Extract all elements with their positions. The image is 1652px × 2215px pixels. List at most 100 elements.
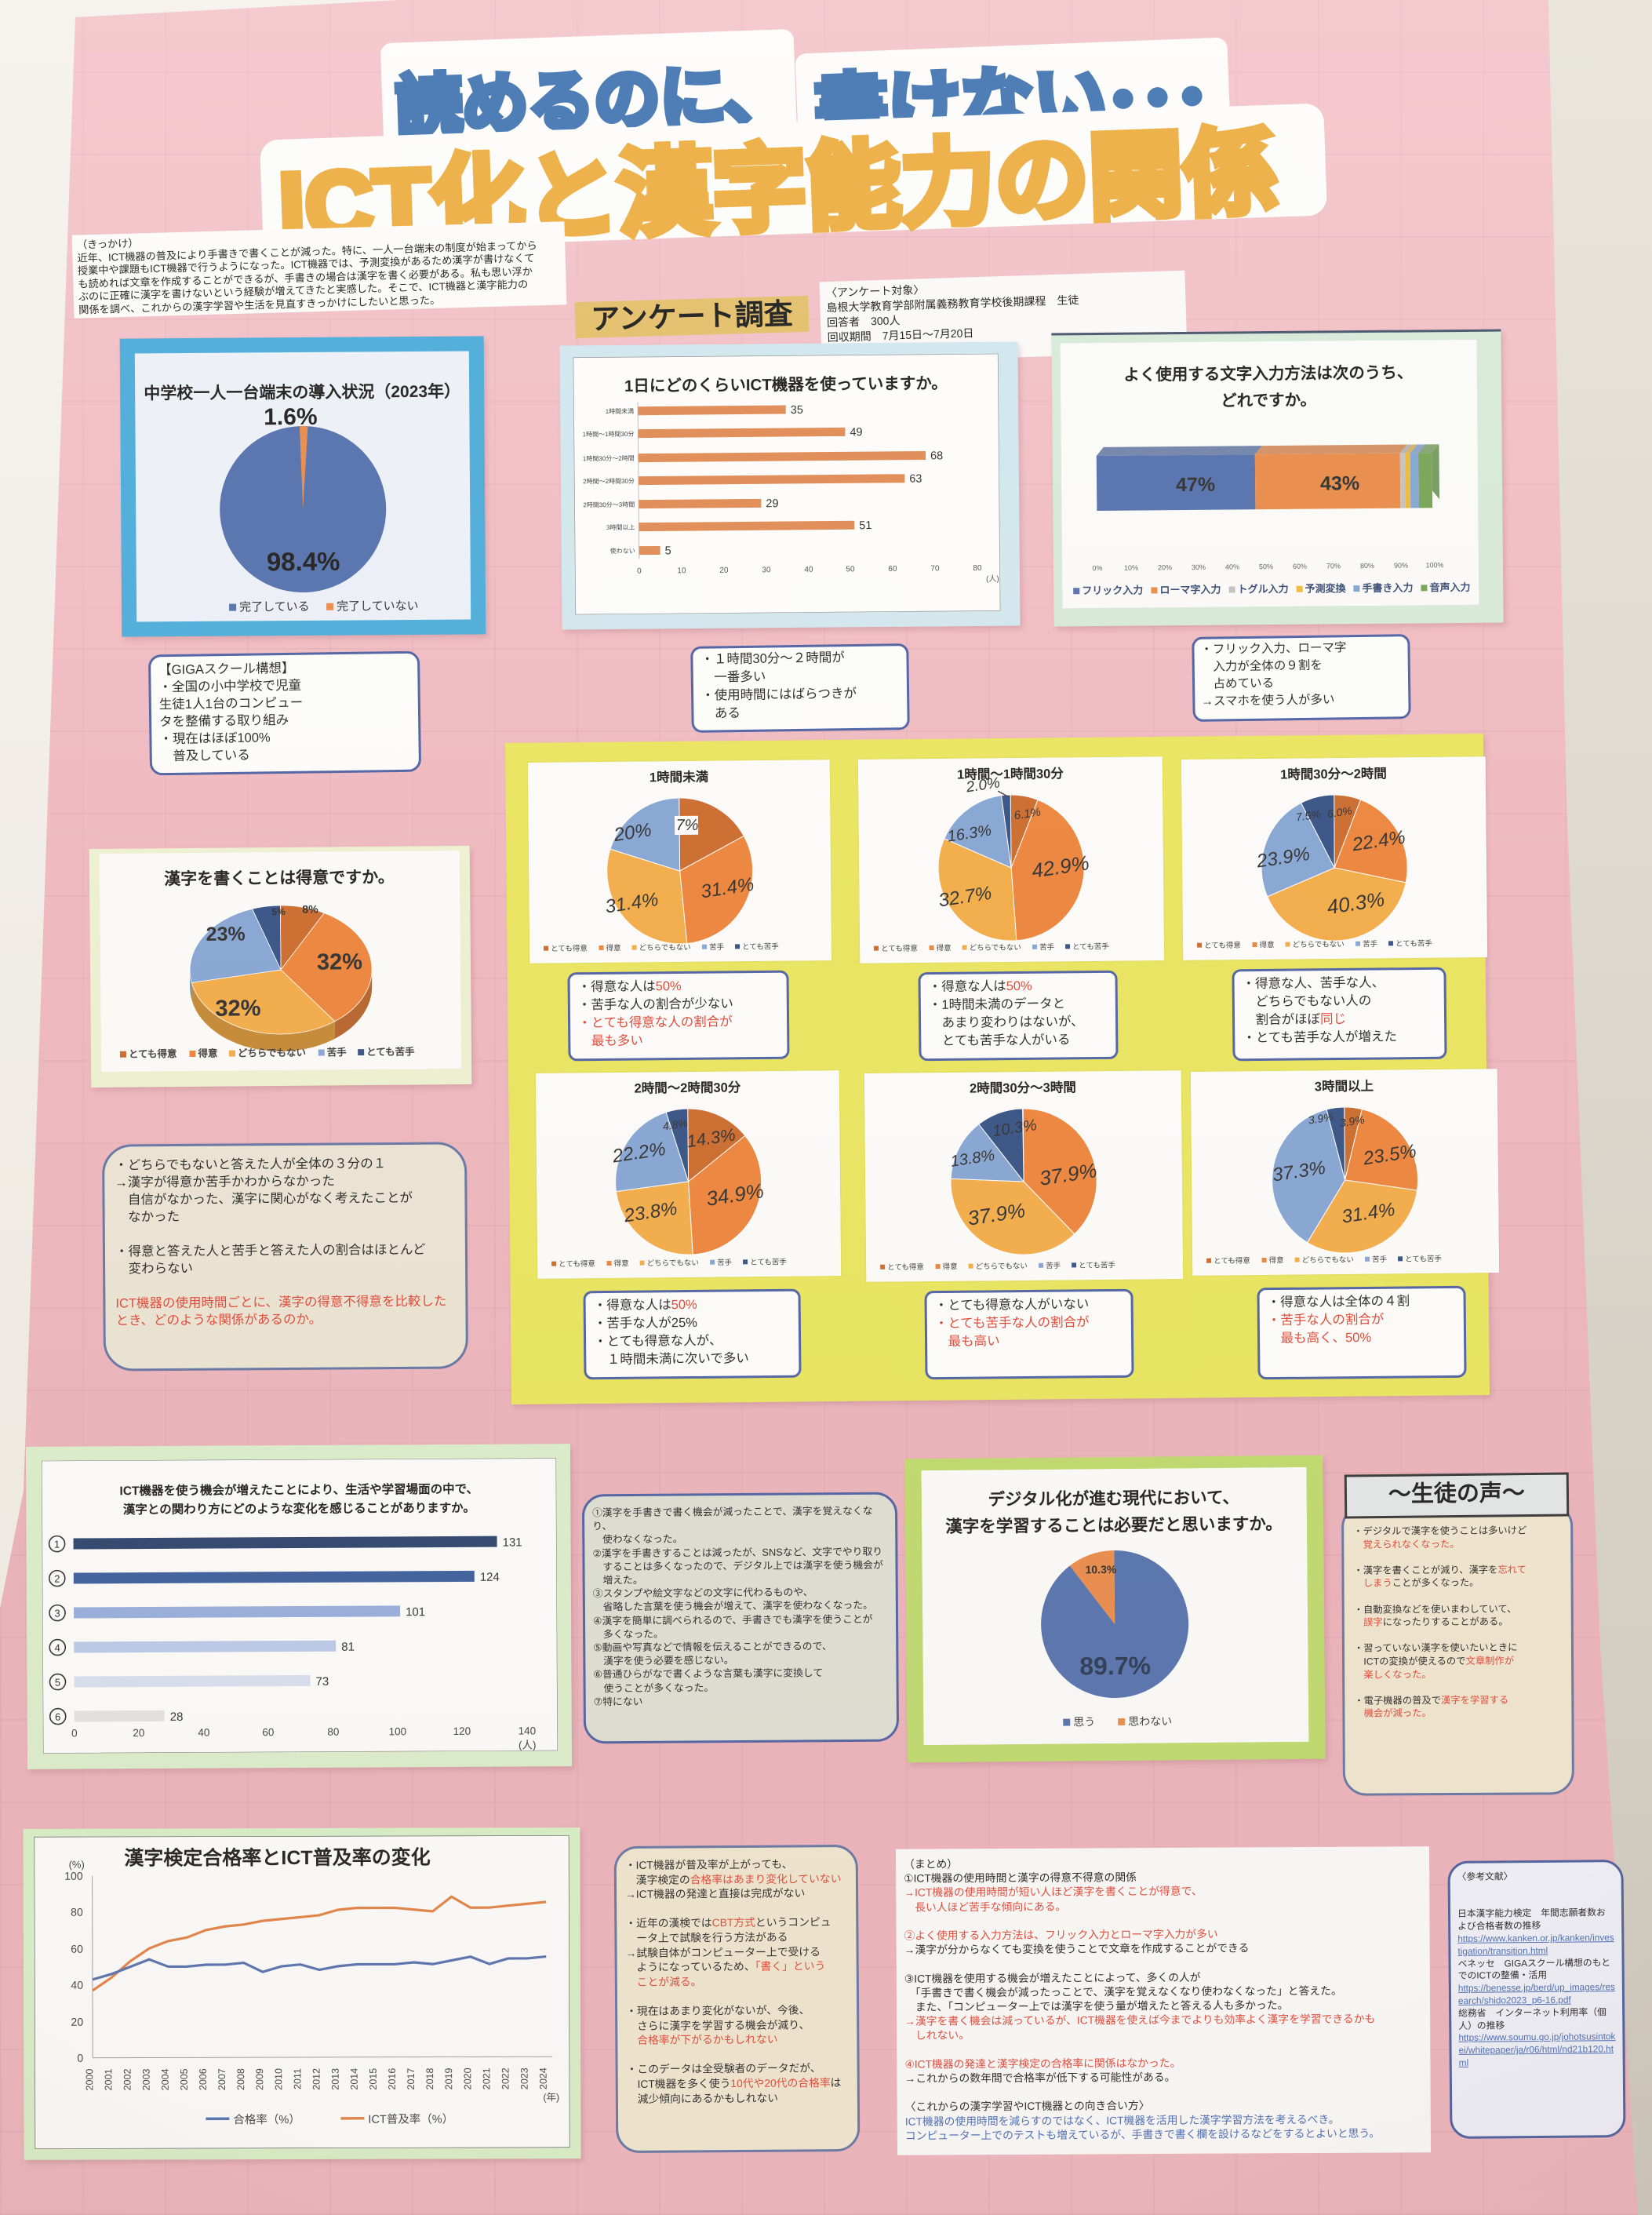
svg-text:(年): (年) <box>543 2092 559 2103</box>
svg-text:2019: 2019 <box>443 2067 454 2089</box>
svg-text:2018: 2018 <box>424 2068 435 2090</box>
svg-text:100: 100 <box>64 1870 83 1882</box>
svg-text:80: 80 <box>327 1726 339 1738</box>
svg-text:とても苦手: とても苦手 <box>750 1257 787 1266</box>
svg-text:0: 0 <box>71 1727 78 1739</box>
svg-text:とても得意: とても得意 <box>1204 941 1241 950</box>
svg-text:苦手: 苦手 <box>717 1258 733 1267</box>
svg-text:10.3%: 10.3% <box>1085 1563 1116 1576</box>
svg-text:とても得意: とても得意 <box>887 1262 924 1272</box>
svg-text:40: 40 <box>71 1979 83 1991</box>
svg-text:0%: 0% <box>1092 564 1102 572</box>
svg-text:とても得意: とても得意 <box>559 1259 595 1269</box>
svg-text:とても得意: とても得意 <box>129 1047 177 1060</box>
svg-text:2013: 2013 <box>330 2068 341 2090</box>
svg-text:1時間～1時間30分: 1時間～1時間30分 <box>957 765 1064 781</box>
svg-text:101: 101 <box>406 1605 425 1619</box>
svg-text:1時間未満: 1時間未満 <box>650 769 709 785</box>
svg-text:63: 63 <box>909 473 922 486</box>
svg-text:100%: 100% <box>1425 561 1443 569</box>
svg-text:とても得意: とても得意 <box>1214 1256 1250 1266</box>
svg-text:漢字検定合格率とICT普及率の変化: 漢字検定合格率とICT普及率の変化 <box>124 1846 430 1870</box>
svg-text:漢字を書くことは得意ですか。: 漢字を書くことは得意ですか。 <box>164 868 395 889</box>
svg-text:70%: 70% <box>1326 562 1341 570</box>
svg-text:20: 20 <box>719 567 729 575</box>
svg-text:2009: 2009 <box>254 2068 265 2090</box>
svg-text:1.6%: 1.6% <box>264 404 318 430</box>
svg-text:どれですか。: どれですか。 <box>1221 392 1316 410</box>
svg-text:とても苦手: とても苦手 <box>1405 1254 1442 1263</box>
svg-text:7%: 7% <box>675 817 698 834</box>
svg-text:120: 120 <box>453 1725 471 1737</box>
svg-text:ローマ字入力: ローマ字入力 <box>1159 584 1221 596</box>
svg-text:30: 30 <box>762 566 771 574</box>
svg-text:2006: 2006 <box>198 2068 209 2090</box>
svg-text:3.9%: 3.9% <box>1339 1113 1366 1130</box>
svg-text:完了していない: 完了していない <box>337 599 419 614</box>
svg-text:中学校一人一台端末の導入状況（2023年）: 中学校一人一台端末の導入状況（2023年） <box>144 382 460 403</box>
svg-text:得意: 得意 <box>943 1262 958 1271</box>
svg-text:得意: 得意 <box>937 943 952 953</box>
svg-text:2010: 2010 <box>273 2068 284 2090</box>
svg-text:合格率（%）: 合格率（%） <box>233 2113 300 2126</box>
svg-text:得意: 得意 <box>1269 1255 1284 1265</box>
svg-text:どちらでもない: どちらでもない <box>970 943 1021 953</box>
svg-text:とても苦手: とても苦手 <box>366 1046 415 1058</box>
svg-text:1時間30分～2時間: 1時間30分～2時間 <box>583 455 635 463</box>
svg-text:20: 20 <box>133 1727 144 1739</box>
svg-text:35: 35 <box>791 404 803 417</box>
svg-text:ICT機器を使う機会が増えたことにより、生活や学習場面の中で: ICT機器を使う機会が増えたことにより、生活や学習場面の中で、 <box>119 1481 478 1498</box>
svg-text:漢字との関わり方にどのような変化を感じることがありますか。: 漢字との関わり方にどのような変化を感じることがありますか。 <box>123 1500 475 1517</box>
svg-text:2時間～2時間30分: 2時間～2時間30分 <box>583 478 635 486</box>
svg-text:2024: 2024 <box>538 2067 549 2089</box>
svg-text:32%: 32% <box>317 949 363 975</box>
svg-text:7.5%: 7.5% <box>1295 807 1322 824</box>
svg-text:3時間以上: 3時間以上 <box>1315 1078 1374 1095</box>
svg-text:苦手: 苦手 <box>1372 1255 1388 1264</box>
svg-text:2時間30分～3時間: 2時間30分～3時間 <box>970 1079 1076 1095</box>
svg-text:思う: 思う <box>1073 1715 1095 1728</box>
svg-text:苦手: 苦手 <box>709 942 725 952</box>
svg-text:2: 2 <box>54 1573 60 1585</box>
svg-text:漢字を学習することは必要だと思いますか。: 漢字を学習することは必要だと思いますか。 <box>945 1514 1283 1536</box>
svg-text:どちらでもない: どちらでもない <box>976 1262 1028 1271</box>
svg-text:とても苦手: とても苦手 <box>742 942 779 951</box>
svg-text:10: 10 <box>677 567 686 575</box>
svg-text:どちらでもない: どちらでもない <box>1302 1255 1354 1265</box>
svg-text:2001: 2001 <box>103 2069 114 2091</box>
svg-text:苦手: 苦手 <box>1039 942 1055 952</box>
svg-text:2017: 2017 <box>406 2068 417 2090</box>
svg-text:得意: 得意 <box>1259 940 1274 949</box>
svg-text:1時間30分～2時間: 1時間30分～2時間 <box>1280 765 1387 781</box>
svg-text:手書き入力: 手書き入力 <box>1362 581 1413 594</box>
svg-text:3.9%: 3.9% <box>1308 1110 1334 1127</box>
svg-text:60%: 60% <box>1293 563 1307 570</box>
svg-text:131: 131 <box>503 1536 522 1550</box>
svg-text:とても苦手: とても苦手 <box>1395 938 1432 948</box>
svg-text:2020: 2020 <box>462 2067 473 2089</box>
svg-text:苦手: 苦手 <box>1046 1261 1061 1270</box>
svg-text:68: 68 <box>930 450 943 462</box>
svg-text:1日にどのくらいICT機器を使っていますか。: 1日にどのくらいICT機器を使っていますか。 <box>624 373 948 395</box>
svg-text:6: 6 <box>55 1711 60 1723</box>
svg-text:2011: 2011 <box>292 2068 303 2089</box>
svg-text:2021: 2021 <box>481 2067 492 2089</box>
svg-text:苦手: 苦手 <box>327 1046 348 1058</box>
svg-text:50%: 50% <box>1259 563 1273 570</box>
svg-text:音声入力: 音声入力 <box>1429 581 1470 593</box>
svg-text:80%: 80% <box>1360 562 1374 570</box>
svg-text:124: 124 <box>480 1571 500 1584</box>
svg-text:6.0%: 6.0% <box>1326 804 1353 821</box>
svg-text:2014: 2014 <box>349 2068 360 2090</box>
svg-text:2008: 2008 <box>235 2068 246 2090</box>
svg-text:(人): (人) <box>519 1739 537 1751</box>
svg-text:0: 0 <box>77 2052 83 2064</box>
svg-text:40%: 40% <box>1225 563 1239 570</box>
svg-text:2005: 2005 <box>179 2068 190 2090</box>
svg-text:3時間以上: 3時間以上 <box>606 524 635 531</box>
svg-text:51: 51 <box>859 519 871 532</box>
svg-text:10%: 10% <box>1124 564 1138 572</box>
svg-text:2002: 2002 <box>122 2069 133 2091</box>
svg-text:1: 1 <box>54 1539 60 1550</box>
svg-text:2004: 2004 <box>160 2068 171 2090</box>
